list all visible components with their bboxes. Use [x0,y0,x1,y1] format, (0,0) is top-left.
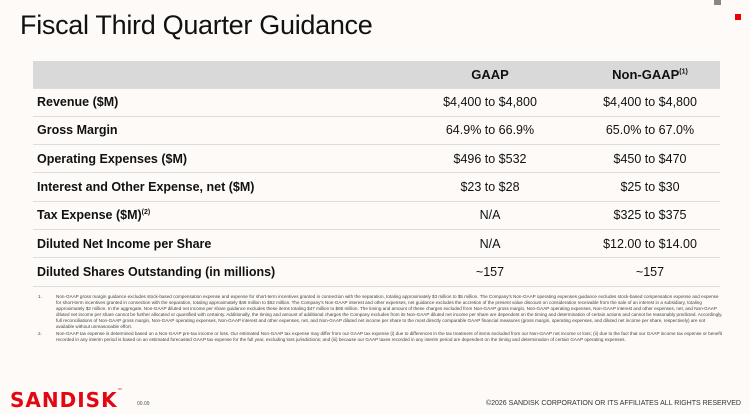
table-row: Operating Expenses ($M) $496 to $532 $45… [33,144,720,173]
gaap-value: 64.9% to 66.9% [400,115,580,145]
slide-title: Fiscal Third Quarter Guidance [20,10,373,40]
row-label: Operating Expenses ($M) [33,144,400,173]
footnotes: 1. Non-GAAP gross margin guidance exclude… [38,294,724,343]
row-label: Interest and Other Expense, net ($M) [33,172,400,202]
gaap-value: $4,400 to $4,800 [400,87,580,117]
table-row: Interest and Other Expense, net ($M) $23… [33,172,720,202]
footnote: 1. Non-GAAP gross margin guidance exclude… [38,294,723,330]
sandisk-logo: SANDISK™ [10,388,124,412]
table-row: Gross Margin 64.9% to 66.9% 65.0% to 67.… [33,115,720,145]
non-gaap-value: 65.0% to 67.0% [580,115,720,145]
guidance-table: GAAP Non-GAAP(1) Revenue ($M) $4,400 to … [33,61,720,287]
copyright: ©2026 SANDISK CORPORATION OR ITS AFFILIA… [485,400,741,407]
row-label: Revenue ($M) [33,87,400,117]
page-number: 00.09 [137,401,150,407]
table-row: Diluted Net Income per Share N/A $12.00 … [33,228,720,258]
gaap-value: ~157 [400,257,580,287]
non-gaap-value: $25 to $30 [580,172,720,202]
red-marker-icon [735,14,741,20]
table-row: Tax Expense ($M)(2) N/A $325 to $375 [33,200,720,230]
header-blank [33,61,400,88]
non-gaap-value: $325 to $375 [580,200,720,230]
gaap-value: $23 to $28 [400,172,580,202]
non-gaap-value: $4,400 to $4,800 [580,87,720,117]
header-non-gaap: Non-GAAP(1) [580,61,720,88]
row-label: Diluted Shares Outstanding (in millions) [33,257,400,287]
row-label: Diluted Net Income per Share [33,228,400,258]
gaap-value: N/A [400,200,580,230]
slide-thumbnail-icon [714,0,721,5]
non-gaap-value: $12.00 to $14.00 [580,228,720,258]
header-gaap: GAAP [400,61,580,88]
non-gaap-value: ~157 [580,257,720,287]
footnote: 2. Non-GAAP tax expense is determined bas… [38,330,723,342]
row-label: Tax Expense ($M)(2) [33,200,400,230]
gaap-value: N/A [400,228,580,258]
table-row: Diluted Shares Outstanding (in millions)… [33,257,720,287]
row-label: Gross Margin [33,115,400,145]
table-row: Revenue ($M) $4,400 to $4,800 $4,400 to … [33,87,720,117]
non-gaap-value: $450 to $470 [580,144,720,173]
gaap-value: $496 to $532 [400,144,580,173]
